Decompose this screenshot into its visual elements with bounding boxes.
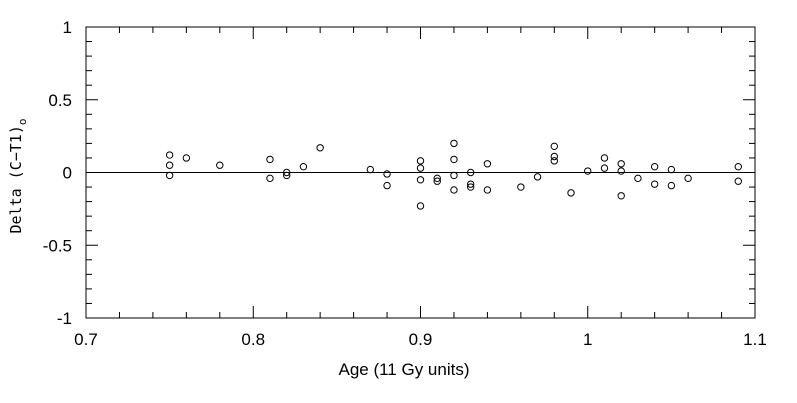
y-axis-title-subscript: o xyxy=(16,119,29,126)
y-axis-title: Delta (C−T1)o xyxy=(7,119,29,234)
data-point xyxy=(667,165,676,174)
data-point xyxy=(450,139,458,148)
data-point xyxy=(734,162,742,171)
data-point xyxy=(450,171,458,180)
data-point xyxy=(466,183,475,191)
data-point xyxy=(165,171,174,180)
data-point xyxy=(216,161,224,169)
x-tick-label: 0.9 xyxy=(409,330,433,349)
x-tick-label: 0.8 xyxy=(241,330,265,349)
data-point xyxy=(433,174,441,183)
data-point xyxy=(617,160,625,168)
data-point xyxy=(266,174,274,183)
data-point xyxy=(283,168,291,177)
data-points xyxy=(165,139,742,210)
y-tick-label: -1 xyxy=(57,309,72,328)
data-point xyxy=(550,152,558,161)
data-point xyxy=(617,192,625,200)
x-axis-title: Age (11 Gy units) xyxy=(338,360,469,379)
x-tick-labels: 0.7 0.8 0.9 1 1.1 xyxy=(74,330,767,349)
data-point xyxy=(433,177,441,185)
x-tick-label: 0.7 xyxy=(74,330,98,349)
y-tick-label: -0.5 xyxy=(43,236,72,255)
data-point xyxy=(734,177,742,185)
data-point xyxy=(533,173,542,181)
y-tick-label: 1 xyxy=(63,18,72,37)
data-point xyxy=(466,168,475,177)
data-point xyxy=(517,183,525,191)
data-point xyxy=(316,144,324,152)
data-point xyxy=(450,186,458,194)
data-point xyxy=(383,181,391,190)
data-point xyxy=(366,165,375,174)
data-point xyxy=(283,171,291,180)
data-point xyxy=(266,155,274,164)
y-tick-label: 0 xyxy=(63,164,72,183)
data-point xyxy=(617,167,625,175)
data-point xyxy=(650,162,659,171)
data-point xyxy=(667,181,676,190)
data-point xyxy=(450,155,458,164)
data-point xyxy=(466,180,475,188)
data-point xyxy=(600,154,609,162)
data-point xyxy=(600,164,609,172)
data-point xyxy=(383,170,391,178)
data-point xyxy=(416,176,425,184)
data-point xyxy=(550,142,558,151)
y-tick-labels: -1 -0.5 0 0.5 1 xyxy=(43,18,72,328)
data-point xyxy=(584,167,592,175)
data-point xyxy=(416,157,425,165)
data-point xyxy=(182,154,191,162)
data-point xyxy=(567,189,575,197)
data-point xyxy=(550,157,558,165)
x-tick-label: 1.1 xyxy=(743,330,767,349)
data-point xyxy=(634,174,642,183)
data-point xyxy=(299,162,308,171)
data-point xyxy=(165,151,174,159)
data-point xyxy=(416,202,425,210)
y-tick-label: 0.5 xyxy=(48,91,72,110)
data-point xyxy=(684,174,692,183)
data-point xyxy=(483,186,492,194)
data-point xyxy=(483,160,492,168)
x-tick-label: 1 xyxy=(583,330,592,349)
axis-ticks xyxy=(85,26,756,319)
data-point xyxy=(165,161,174,169)
data-point xyxy=(650,180,659,188)
y-axis-title-main: Delta (C−T1) xyxy=(7,125,25,233)
data-point xyxy=(416,164,425,172)
